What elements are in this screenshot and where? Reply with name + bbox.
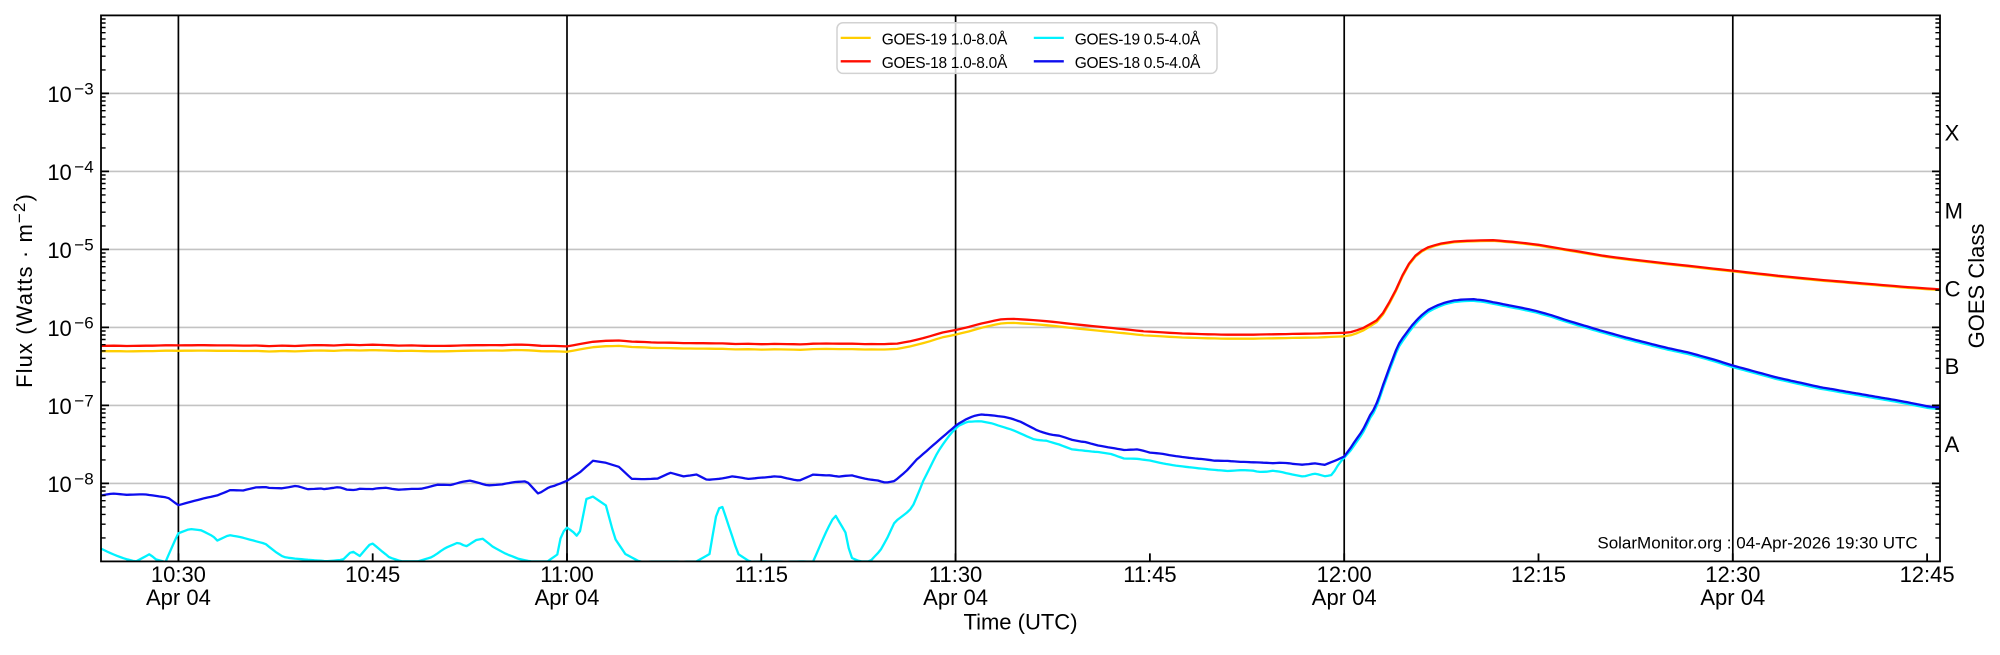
svg-text:11:30: 11:30	[929, 562, 982, 587]
svg-text:Flux (Watts · m−2): Flux (Watts · m−2)	[10, 193, 37, 388]
svg-text:10: 10	[47, 394, 71, 419]
svg-text:−4: −4	[74, 158, 93, 177]
svg-text:Apr 04: Apr 04	[535, 585, 600, 610]
svg-text:12:30: 12:30	[1705, 562, 1760, 587]
svg-text:X: X	[1945, 120, 1960, 145]
svg-text:−8: −8	[74, 470, 93, 489]
svg-text:Apr 04: Apr 04	[1312, 585, 1377, 610]
svg-text:M: M	[1945, 198, 1963, 223]
svg-text:Time (UTC): Time (UTC)	[963, 610, 1077, 635]
svg-text:10: 10	[47, 472, 71, 497]
svg-text:−5: −5	[74, 236, 93, 255]
svg-text:GOES-18 0.5-4.0Å: GOES-18 0.5-4.0Å	[1075, 55, 1201, 72]
svg-text:12:00: 12:00	[1317, 562, 1372, 587]
svg-text:10:30: 10:30	[151, 562, 206, 587]
svg-text:10: 10	[47, 160, 71, 185]
svg-text:GOES-19 0.5-4.0Å: GOES-19 0.5-4.0Å	[1075, 32, 1201, 49]
svg-text:C: C	[1945, 276, 1961, 301]
svg-text:12:45: 12:45	[1900, 562, 1955, 587]
svg-text:10: 10	[47, 238, 71, 263]
svg-text:11:00: 11:00	[540, 562, 593, 587]
svg-text:11:15: 11:15	[735, 562, 788, 587]
svg-text:12:15: 12:15	[1511, 562, 1566, 587]
svg-text:Apr 04: Apr 04	[146, 585, 211, 610]
svg-text:B: B	[1945, 354, 1960, 379]
svg-text:Apr 04: Apr 04	[1700, 585, 1765, 610]
svg-text:GOES-19 1.0-8.0Å: GOES-19 1.0-8.0Å	[882, 32, 1008, 49]
svg-text:10: 10	[47, 316, 71, 341]
svg-text:11:45: 11:45	[1123, 562, 1176, 587]
svg-text:GOES Class: GOES Class	[1964, 224, 1989, 349]
svg-text:−6: −6	[74, 314, 93, 333]
svg-text:10:45: 10:45	[345, 562, 400, 587]
svg-text:−7: −7	[74, 392, 93, 411]
svg-text:10: 10	[47, 82, 71, 107]
svg-text:−3: −3	[74, 80, 93, 99]
svg-text:Apr 04: Apr 04	[923, 585, 988, 610]
svg-text:GOES-18 1.0-8.0Å: GOES-18 1.0-8.0Å	[882, 55, 1008, 72]
svg-text:A: A	[1945, 432, 1960, 457]
svg-text:SolarMonitor.org : 04-Apr-2026: SolarMonitor.org : 04-Apr-2026 19:30 UTC	[1597, 534, 1917, 553]
